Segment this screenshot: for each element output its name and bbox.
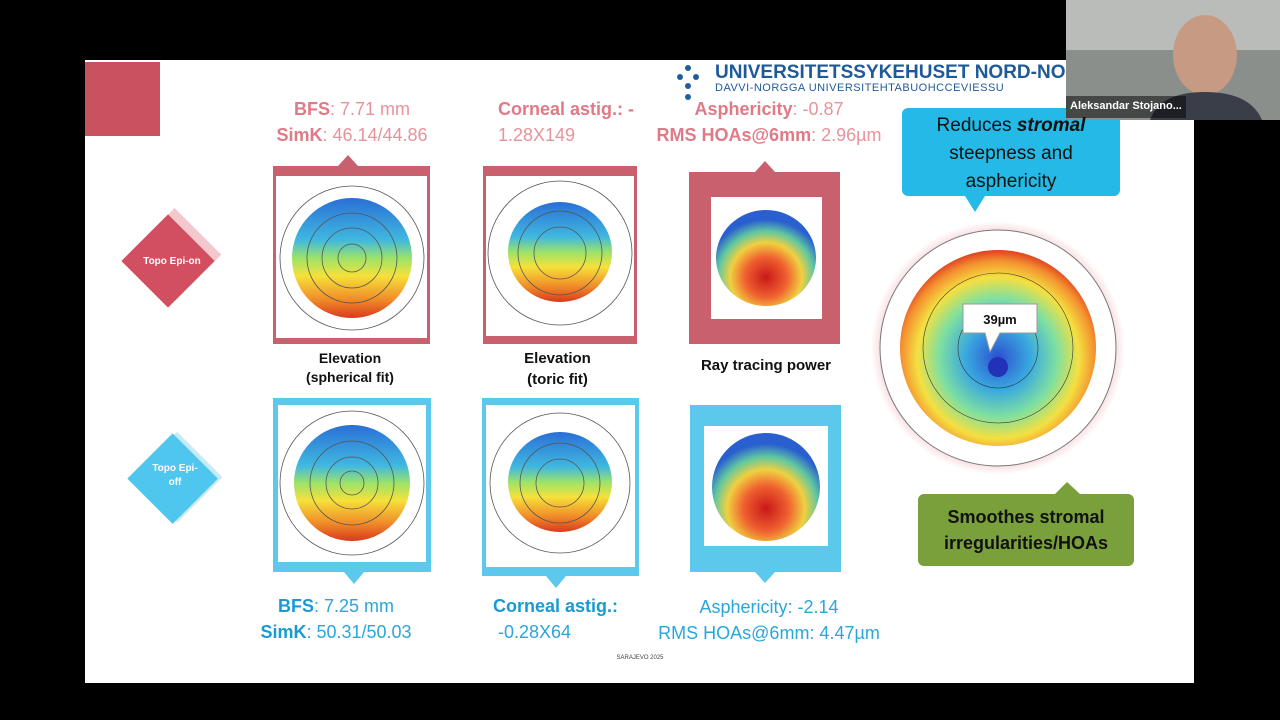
diamond-label: Topo Epi-off <box>152 463 198 488</box>
stat-label: BFS <box>277 596 314 616</box>
stat: RMS HOAs@6mm: 4.47µm <box>658 623 880 643</box>
caption: Ray tracing power <box>700 357 832 374</box>
stat-value: : -0.87 <box>792 99 844 119</box>
stat-value: : 46.14/44.86 <box>322 125 428 145</box>
stats: Corneal astig.: -0.28X64 <box>493 593 618 645</box>
caption-line: (toric fit) <box>527 371 588 388</box>
caption: Elevation (spherical fit) <box>270 349 430 387</box>
stat-value: : 7.25 mm <box>313 596 395 616</box>
stat-label: SimK <box>276 125 323 145</box>
logo-subtitle: DAVVI-NORGGA UNIVERSITEHTABUOHCCEVIESSU <box>715 82 1005 94</box>
stats: Corneal astig.: - 1.28X149 <box>498 96 634 148</box>
caption-line: Elevation <box>318 350 382 366</box>
stat-value: : 2.96µm <box>811 125 882 145</box>
stats: BFS: 7.71 mm SimK: 46.14/44.86 <box>252 96 452 148</box>
participant-name: Aleksandar Stojano... <box>1070 100 1182 112</box>
stat-value: -0.28X64 <box>498 622 572 642</box>
stat-value: : 50.31/50.03 <box>306 622 412 642</box>
caption-line: (spherical fit) <box>306 369 394 385</box>
stat: Asphericity: -2.14 <box>699 597 839 617</box>
stat-label: Corneal astig.: - <box>498 99 635 119</box>
caption: Elevation (toric fit) <box>480 348 635 390</box>
callout-text: steepness and asphericity <box>949 143 1073 192</box>
logo-title: UNIVERSITETSSYKEHUSET NORD-NORGE <box>715 62 1066 83</box>
footer: SARAJEVO 2025 <box>616 655 664 661</box>
stat-label: Corneal astig.: <box>493 596 619 616</box>
stats: BFS: 7.25 mm SimK: 50.31/50.03 <box>236 593 436 645</box>
stats: Asphericity: -2.14 RMS HOAs@6mm: 4.47µm <box>644 594 894 646</box>
stat-label: Asphericity <box>694 99 793 119</box>
stat-label: BFS <box>293 99 330 119</box>
callout-emphasis: stromal <box>1016 115 1086 136</box>
callout-text: Reduces <box>936 115 1017 136</box>
callout: Smoothes stromal irregularities/HOAs <box>943 507 1109 553</box>
caption-line: Elevation <box>524 350 591 367</box>
stat-label: RMS HOAs@6mm <box>656 125 812 145</box>
diamond-label: Topo Epi-on <box>143 256 201 267</box>
stat-label: SimK <box>260 622 307 642</box>
stat-value: 1.28X149 <box>498 125 576 145</box>
stats: Asphericity: -0.87 RMS HOAs@6mm: 2.96µm <box>644 96 894 148</box>
callout: Reduces stromal steepness and asphericit… <box>920 112 1102 196</box>
map-label: 39µm <box>983 312 1017 327</box>
stat-value: : 7.71 mm <box>329 99 411 119</box>
